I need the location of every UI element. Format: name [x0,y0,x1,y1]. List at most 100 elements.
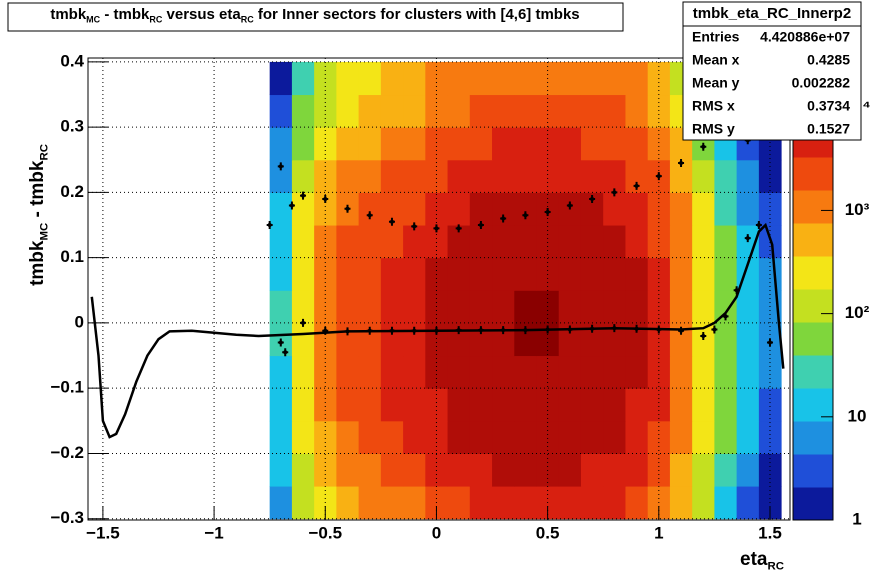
cell [514,388,538,422]
cell [580,127,604,161]
profile-marker [345,329,350,334]
label-part: eta [740,549,768,570]
y-tick-label: −0.3 [50,508,84,527]
cell [625,322,649,357]
cell [714,290,738,324]
profile-marker [634,326,639,331]
cell [403,420,426,454]
profile-marker [590,196,595,201]
profile-marker [612,190,617,195]
cell [291,127,315,161]
cell [647,322,671,357]
cell [269,257,293,291]
cell [669,355,693,389]
cell [736,322,760,357]
cell [625,225,649,259]
cell [269,486,293,520]
cell [758,420,782,454]
cell [469,61,493,96]
cell [336,388,360,422]
profile-marker [701,333,706,338]
cell [492,127,515,161]
profile-marker [267,223,272,228]
cell [403,290,426,324]
cell [380,61,404,96]
profile-marker [278,340,283,345]
palette-swatch [793,157,833,191]
profile-marker [612,326,617,331]
cell [492,192,515,226]
profile-marker [478,328,483,333]
cell [403,127,426,161]
cell [291,420,315,454]
cell [269,159,293,193]
profile-marker [634,183,639,188]
cell [425,225,449,259]
cell [358,94,382,128]
cell [536,322,560,357]
y-tick-label: 0 [75,312,84,331]
cell [425,94,449,128]
cell [669,322,693,357]
profile-marker [545,327,550,332]
cell [314,94,337,128]
subscript: RC [149,15,162,25]
cell [358,257,382,291]
cell [714,257,738,291]
cell [714,453,738,487]
cell [603,290,626,324]
profile-marker [345,206,350,211]
cell [580,388,604,422]
cell [647,127,671,161]
cell [403,388,426,422]
cell [692,486,715,520]
cell [536,94,560,128]
cell [625,486,649,520]
cell [714,192,738,226]
cell [291,486,315,520]
palette-swatch [793,223,833,257]
cell [536,355,560,389]
cell [558,94,582,128]
profile-marker [289,203,294,208]
cell [580,159,604,193]
cell [603,388,626,422]
profile-marker [434,226,439,231]
cell [758,355,782,389]
cell [736,420,760,454]
cell [269,290,293,324]
cell [314,388,337,422]
cell [692,420,715,454]
cell [469,388,493,422]
stats-name: tmbk_eta_RC_Innerp2 [693,5,851,22]
profile-marker [679,161,684,166]
cell [425,420,449,454]
cell [447,159,471,193]
profile-marker [478,223,483,228]
profile-marker [567,203,572,208]
cell [492,257,515,291]
cell [314,192,337,226]
cell [669,420,693,454]
palette-swatch [793,289,833,323]
stats-key: RMS y [692,121,735,137]
cell [269,192,293,226]
cell [447,94,471,128]
cell [714,159,738,193]
cell [669,257,693,291]
cell [625,61,649,96]
stats-key: Mean y [692,75,740,91]
cell [380,94,404,128]
profile-marker [723,314,728,319]
cell [625,257,649,291]
cell [336,61,360,96]
cell [558,225,582,259]
cell [380,159,404,193]
cell [536,127,560,161]
label-part: tmbk [27,240,48,286]
cell [425,355,449,389]
cell [514,486,538,520]
cell [514,159,538,193]
profile-marker [656,327,661,332]
cell [358,225,382,259]
